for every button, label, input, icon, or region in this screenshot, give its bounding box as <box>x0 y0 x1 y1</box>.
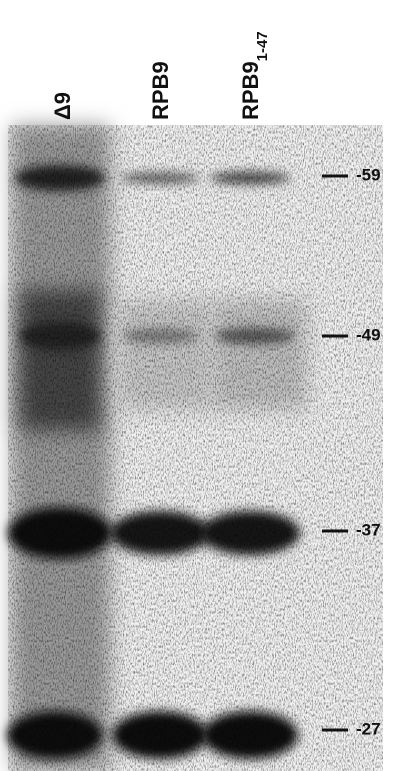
lane-label-text: RPB9 <box>238 61 263 120</box>
lane-label-text: RPB9 <box>148 61 173 120</box>
marker-label: -27 <box>356 719 381 738</box>
lane-label-subscript: 1-47 <box>254 31 271 61</box>
gel <box>7 125 383 771</box>
gel-noise <box>8 125 383 771</box>
lane-labels: Δ9 RPB9 RPB91-47 <box>50 31 271 120</box>
marker-label: -59 <box>356 165 381 184</box>
lane-label-text: Δ9 <box>50 92 75 120</box>
marker-label: -37 <box>356 520 381 539</box>
lane-label: RPB91-47 <box>238 31 271 120</box>
size-markers: -59 -49 -37 -27 <box>322 165 381 738</box>
lane-label: RPB9 <box>148 61 173 120</box>
lane-label: Δ9 <box>50 92 75 120</box>
marker-label: -49 <box>356 325 381 344</box>
